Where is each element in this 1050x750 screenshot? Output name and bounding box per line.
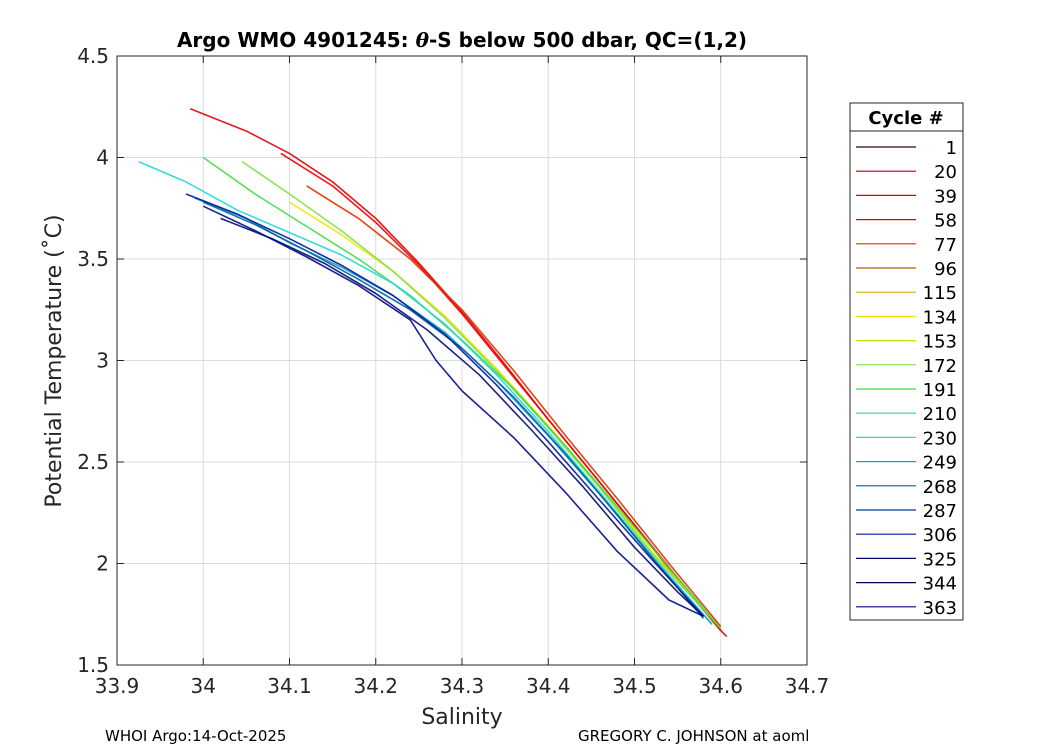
series-lines <box>138 108 728 638</box>
legend-entry-label: 172 <box>923 356 957 377</box>
legend-entry-label: 1 <box>946 138 957 159</box>
x-tick-label: 34.7 <box>785 674 830 698</box>
legend-entry-label: 39 <box>934 186 957 207</box>
x-tick-label: 34.6 <box>698 674 743 698</box>
footer-right-credit: GREGORY C. JOHNSON at aoml <box>578 727 809 745</box>
legend: Cycle # 1 20 39 58 77 96 115 134 153 172 191 210 230… <box>849 102 964 621</box>
legend-entry-label: 191 <box>923 380 957 401</box>
y-tick-label: 3.5 <box>77 247 109 271</box>
title-prefix: Argo WMO 4901245: <box>177 28 416 52</box>
legend-entry-label: 268 <box>923 477 957 498</box>
x-tick-label: 34 <box>191 674 216 698</box>
y-tick-label: 4 <box>96 146 109 170</box>
legend-entry-label: 249 <box>923 453 957 474</box>
legend-entry-label: 77 <box>934 235 957 256</box>
footer-left-credit: WHOI Argo:14-Oct-2025 <box>105 727 286 745</box>
legend-entry-label: 306 <box>923 525 957 546</box>
series-line <box>306 185 722 627</box>
series-line <box>202 205 704 618</box>
series-line <box>202 201 705 619</box>
y-axis-ticks: 1.5 2 2.5 3 3.5 4 4.5 <box>77 44 807 677</box>
x-axis-ticks: 33.9 34 34.1 34.2 34.3 34.4 34.5 34.6 34.7 <box>95 56 830 698</box>
y-axis-label: Potential Temperature (˚C) <box>42 214 67 507</box>
series-line <box>138 160 713 625</box>
legend-entry-label: 20 <box>934 162 957 183</box>
legend-title: Cycle # <box>868 108 943 129</box>
series-line <box>220 217 705 617</box>
y-tick-label: 2.5 <box>77 450 109 474</box>
legend-entry-label: 210 <box>923 404 957 425</box>
x-tick-label: 34.3 <box>440 674 485 698</box>
legend-entry-label: 153 <box>923 332 957 353</box>
legend-entries: 1 20 39 58 77 96 115 134 153 172 191 210 230 249 268 28… <box>856 138 957 619</box>
legend-entry-label: 344 <box>923 574 957 595</box>
series-line <box>289 201 722 630</box>
x-axis-label: Salinity <box>421 705 502 730</box>
legend-entry-label: 325 <box>923 549 957 570</box>
series-line <box>185 193 705 617</box>
chart-title: Argo WMO 4901245: θ-S below 500 dbar, QC… <box>177 28 747 52</box>
legend-entry-label: 287 <box>923 501 957 522</box>
legend-entry-label: 115 <box>923 283 957 304</box>
y-tick-label: 1.5 <box>77 653 109 677</box>
legend-entry-label: 363 <box>923 598 957 619</box>
y-tick-label: 3 <box>96 349 109 373</box>
legend-entry-label: 58 <box>934 211 957 232</box>
legend-entry-label: 134 <box>923 307 957 328</box>
x-tick-label: 34.4 <box>526 674 571 698</box>
x-tick-label: 34.5 <box>612 674 657 698</box>
x-tick-label: 34.1 <box>267 674 312 698</box>
x-tick-label: 34.2 <box>353 674 398 698</box>
title-suffix: -S below 500 dbar, QC=(1,2) <box>429 28 747 52</box>
y-tick-label: 2 <box>96 552 109 576</box>
legend-entry-label: 96 <box>934 259 957 280</box>
legend-entry-label: 230 <box>923 428 957 449</box>
x-tick-label: 33.9 <box>95 674 140 698</box>
series-line <box>241 160 722 630</box>
title-theta: θ <box>416 28 430 52</box>
y-tick-label: 4.5 <box>77 44 109 68</box>
